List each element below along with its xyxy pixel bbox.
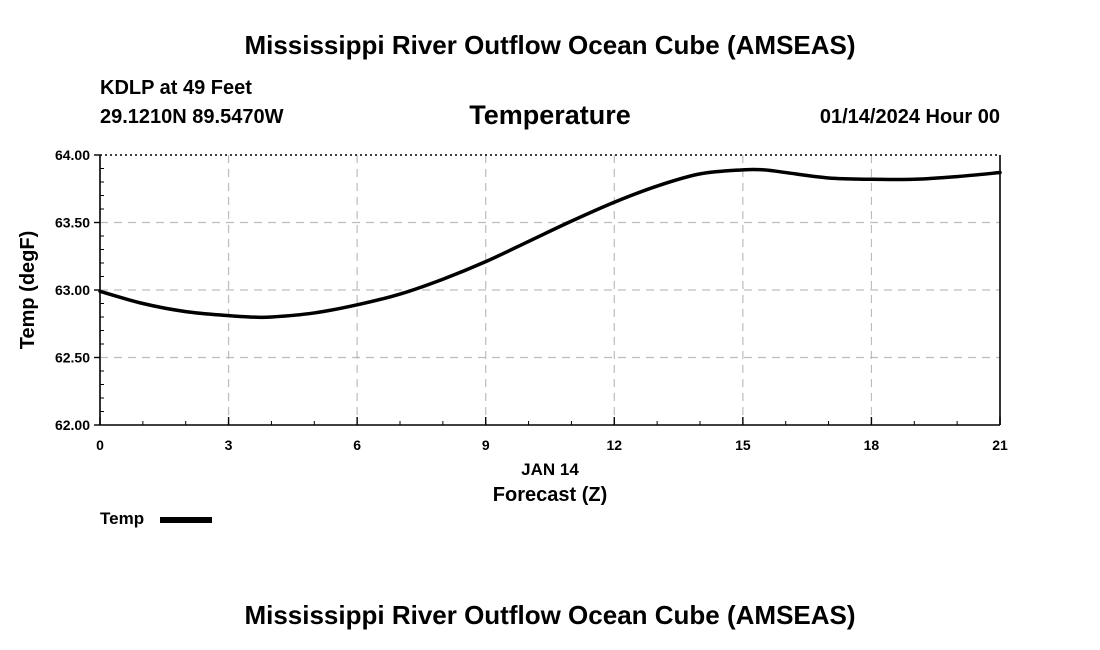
y-tick-label: 62.50 [55,350,90,366]
station-label: KDLP at 49 Feet [100,77,252,99]
temp-series-line [98,167,1002,320]
x-tick-label: 15 [735,437,751,453]
x-tick-label: 6 [353,437,361,453]
y-axis-label: Temp (degF) [17,231,39,350]
x-tick-label: 21 [992,437,1008,453]
footer-title: Mississippi River Outflow Ocean Cube (AM… [244,600,856,630]
temperature-chart: 0 3 6 9 12 15 18 21 62.00 62.50 63.00 63.50 64.00 JAN… [17,147,1008,506]
legend-line-swatch [160,517,212,523]
datetime-label: 01/14/2024 Hour 00 [819,106,1000,128]
main-title: Mississippi River Outflow Ocean Cube (AM… [244,30,856,60]
x-tick-label: 9 [482,437,490,453]
x-date-label: JAN 14 [521,460,579,479]
y-tick-label: 63.00 [55,282,90,298]
y-tick-label: 64.00 [55,147,90,163]
y-tick-label: 63.50 [55,215,90,231]
x-tick-label: 18 [864,437,880,453]
x-axis-label: Forecast (Z) [493,484,607,506]
x-tick-label: 3 [225,437,233,453]
coordinates-label: 29.1210N 89.5470W [100,106,284,128]
y-tick-label: 62.00 [55,417,90,433]
x-tick-label: 0 [96,437,104,453]
chart-title: Temperature [469,100,631,130]
legend-label: Temp [100,509,145,528]
x-tick-label: 12 [606,437,622,453]
